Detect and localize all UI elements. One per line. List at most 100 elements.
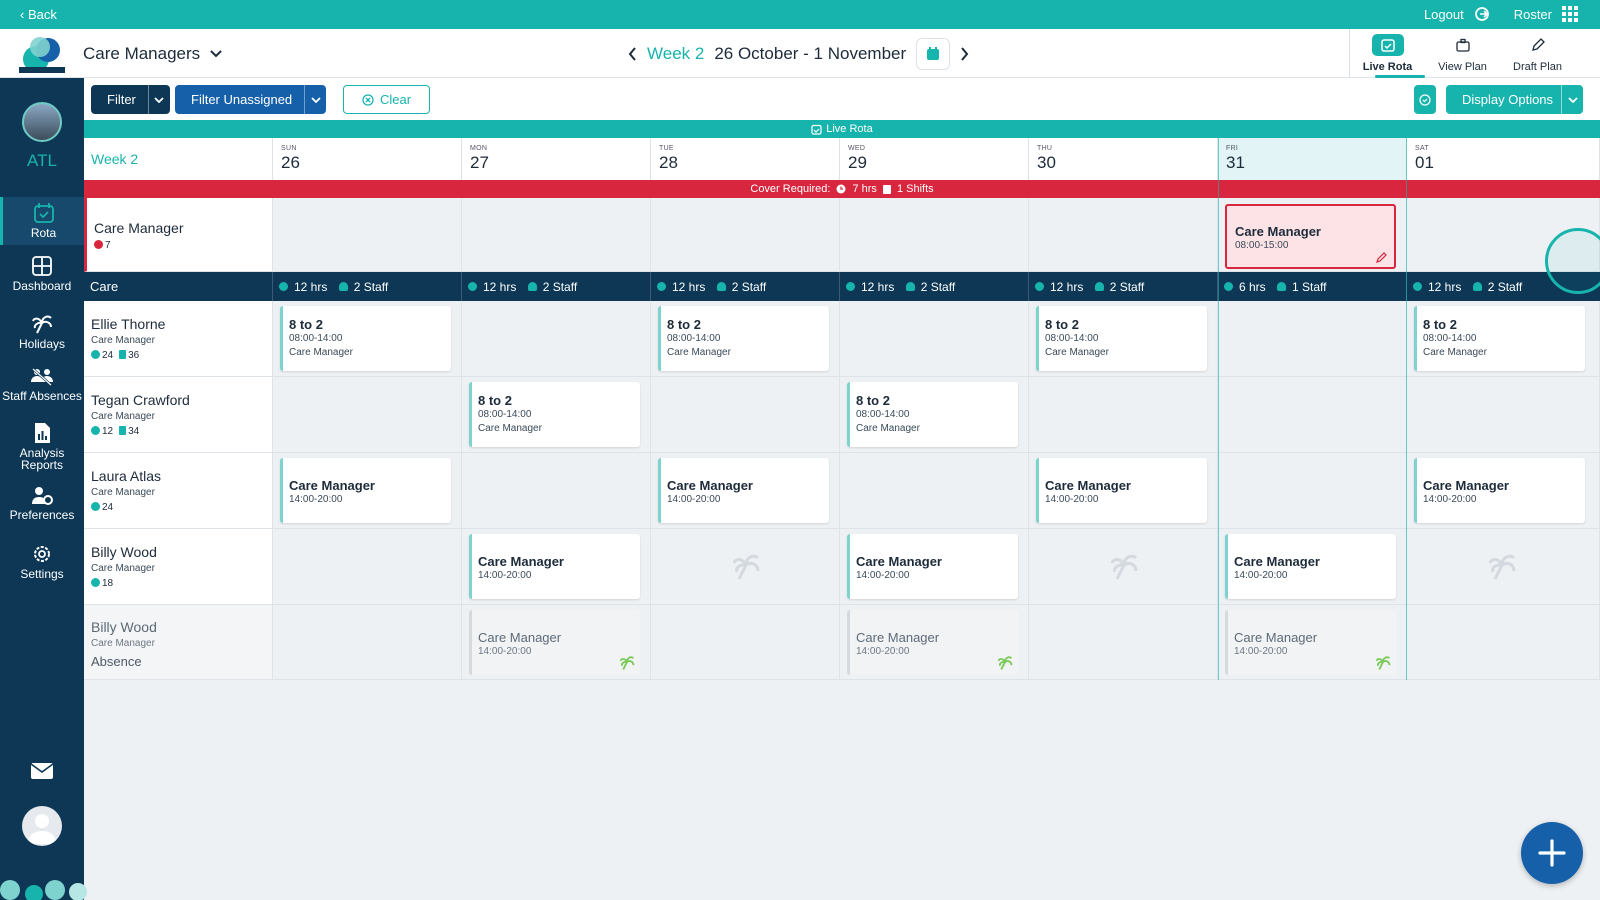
day-cell[interactable] bbox=[651, 377, 840, 453]
absence-card[interactable]: Care Manager 14:00-20:00 bbox=[847, 610, 1018, 675]
day-cell[interactable] bbox=[840, 301, 1029, 377]
sidebar-item-preferences[interactable]: Preferences bbox=[0, 486, 84, 521]
shift-card[interactable]: 8 to 2 08:00-14:00 Care Manager bbox=[658, 306, 829, 371]
filter-unassigned-button[interactable]: Filter Unassigned bbox=[175, 85, 327, 114]
day-cell[interactable] bbox=[651, 198, 840, 272]
day-cell[interactable]: 8 to 2 08:00-14:00 Care Manager bbox=[651, 301, 840, 377]
sidebar-item-rota[interactable]: Rota bbox=[0, 197, 84, 245]
day-cell[interactable]: Care Manager 14:00-20:00 bbox=[1218, 529, 1407, 605]
day-cell[interactable]: 8 to 2 08:00-14:00 Care Manager bbox=[840, 377, 1029, 453]
tab-draft-plan[interactable]: Draft Plan bbox=[1500, 29, 1575, 78]
tab-live-rota[interactable]: Live Rota bbox=[1350, 29, 1425, 78]
day-cell[interactable] bbox=[651, 605, 840, 680]
day-cell[interactable] bbox=[462, 198, 651, 272]
day-cell[interactable]: Care Manager 14:00-20:00 bbox=[1407, 453, 1600, 529]
day-cell[interactable]: Care Manager 14:00-20:00 bbox=[462, 529, 651, 605]
day-cell[interactable]: Care Manager 14:00-20:00 bbox=[840, 605, 1029, 680]
shift-card[interactable]: Care Manager 14:00-20:00 bbox=[658, 458, 829, 523]
day-cell[interactable]: 8 to 2 08:00-14:00 Care Manager bbox=[273, 301, 462, 377]
shift-card[interactable]: Care Manager 14:00-20:00 bbox=[847, 534, 1018, 599]
day-cell[interactable]: 8 to 2 08:00-14:00 Care Manager bbox=[462, 377, 651, 453]
clear-button[interactable]: Clear bbox=[343, 85, 430, 114]
shift-card[interactable]: Care Manager 14:00-20:00 bbox=[280, 458, 451, 523]
day-cell[interactable] bbox=[1407, 605, 1600, 680]
staff-name-cell[interactable]: Billy Wood Care Manager Absence bbox=[84, 605, 273, 680]
staff-name-cell[interactable]: Tegan Crawford Care Manager 12 34 bbox=[84, 377, 273, 453]
shift-card[interactable]: 8 to 2 08:00-14:00 Care Manager bbox=[847, 382, 1018, 447]
user-avatar[interactable] bbox=[22, 806, 62, 846]
day-cell[interactable] bbox=[1218, 301, 1407, 377]
staff-role: Care Manager bbox=[91, 563, 155, 574]
absence-card[interactable]: Care Manager 14:00-20:00 bbox=[469, 610, 640, 675]
staff-name-cell[interactable]: Billy Wood Care Manager 18 bbox=[84, 529, 273, 605]
shift-card[interactable]: 8 to 2 08:00-14:00 Care Manager bbox=[1414, 306, 1585, 371]
staff-stats: 18 bbox=[91, 578, 113, 589]
shift-card[interactable]: Care Manager 14:00-20:00 bbox=[1036, 458, 1207, 523]
sidebar-item-holidays[interactable]: Holidays bbox=[0, 313, 84, 350]
shift-card[interactable]: Care Manager 14:00-20:00 bbox=[1225, 534, 1396, 599]
day-cell[interactable] bbox=[1029, 529, 1218, 605]
day-cell[interactable]: Care Manager 14:00-20:00 bbox=[651, 453, 840, 529]
shift-card[interactable]: Care Manager 14:00-20:00 bbox=[469, 534, 640, 599]
day-cell[interactable]: Care Manager 08:00-15:00 bbox=[1218, 198, 1407, 272]
status-toggle-button[interactable] bbox=[1414, 85, 1436, 114]
back-link[interactable]: ‹ Back bbox=[20, 7, 57, 22]
calendar-button[interactable] bbox=[916, 38, 951, 70]
day-cell[interactable] bbox=[273, 529, 462, 605]
day-cell[interactable]: 8 to 2 08:00-14:00 Care Manager bbox=[1029, 301, 1218, 377]
mail-icon[interactable] bbox=[30, 762, 54, 780]
day-cell[interactable]: Care Manager 14:00-20:00 bbox=[462, 605, 651, 680]
logout-link[interactable]: Logout bbox=[1423, 6, 1464, 22]
sidebar-item-settings[interactable]: Settings bbox=[0, 543, 84, 580]
logout-icon[interactable] bbox=[1474, 6, 1490, 22]
org-avatar[interactable] bbox=[22, 102, 62, 142]
tab-view-plan[interactable]: View Plan bbox=[1425, 29, 1500, 78]
day-cell[interactable] bbox=[1218, 377, 1407, 453]
shift-card[interactable]: Care Manager 14:00-20:00 bbox=[1414, 458, 1585, 523]
staff-name-cell[interactable]: Ellie Thorne Care Manager 24 36 bbox=[84, 301, 273, 377]
add-shift-button[interactable] bbox=[1521, 822, 1583, 884]
day-cell[interactable]: Care Manager 14:00-20:00 bbox=[1218, 605, 1407, 680]
day-cell[interactable] bbox=[462, 453, 651, 529]
sidebar-item-analysis-reports[interactable]: Analysis Reports bbox=[0, 422, 84, 471]
roster-link[interactable]: Roster bbox=[1513, 6, 1552, 22]
day-cell[interactable] bbox=[1029, 198, 1218, 272]
day-cell[interactable] bbox=[273, 605, 462, 680]
day-cell[interactable] bbox=[273, 198, 462, 272]
chevron-left-icon[interactable] bbox=[628, 47, 637, 61]
day-cell[interactable]: 8 to 2 08:00-14:00 Care Manager bbox=[1407, 301, 1600, 377]
day-cell[interactable] bbox=[651, 529, 840, 605]
day-cell[interactable] bbox=[1407, 529, 1600, 605]
shift-card[interactable]: 8 to 2 08:00-14:00 Care Manager bbox=[280, 306, 451, 371]
sidebar-item-staff-absences[interactable]: Staff Absences bbox=[0, 367, 84, 402]
chevron-down-icon[interactable] bbox=[1561, 85, 1583, 114]
team-selector[interactable]: Care Managers bbox=[83, 44, 222, 64]
day-cell[interactable] bbox=[1407, 377, 1600, 453]
day-cell[interactable] bbox=[462, 301, 651, 377]
chevron-right-icon[interactable] bbox=[960, 47, 969, 61]
day-cell[interactable] bbox=[840, 453, 1029, 529]
shift-time: 14:00-20:00 bbox=[478, 570, 532, 581]
shift-card[interactable]: 8 to 2 08:00-14:00 Care Manager bbox=[1036, 306, 1207, 371]
day-cell[interactable]: Care Manager 14:00-20:00 bbox=[840, 529, 1029, 605]
day-cell[interactable]: Care Manager 14:00-20:00 bbox=[273, 453, 462, 529]
filter-button[interactable]: Filter bbox=[91, 85, 170, 114]
scroll-ring-indicator[interactable] bbox=[1545, 228, 1600, 294]
day-cell[interactable] bbox=[1029, 377, 1218, 453]
apps-grid-icon[interactable] bbox=[1562, 6, 1578, 22]
day-cell[interactable] bbox=[1218, 453, 1407, 529]
chevron-down-icon[interactable] bbox=[147, 85, 170, 114]
absence-card[interactable]: Care Manager 14:00-20:00 bbox=[1225, 610, 1396, 675]
open-shift-card[interactable]: Care Manager 08:00-15:00 bbox=[1225, 204, 1396, 269]
report-icon bbox=[35, 423, 50, 443]
day-cell[interactable]: Care Manager 14:00-20:00 bbox=[1029, 453, 1218, 529]
day-cell[interactable] bbox=[840, 198, 1029, 272]
sidebar-item-dashboard[interactable]: Dashboard bbox=[0, 255, 84, 292]
day-cell[interactable] bbox=[273, 377, 462, 453]
edit-icon[interactable] bbox=[1376, 251, 1388, 263]
chevron-down-icon[interactable] bbox=[304, 85, 326, 114]
day-cell[interactable] bbox=[1029, 605, 1218, 680]
display-options-button[interactable]: Display Options bbox=[1446, 85, 1584, 114]
staff-name-cell[interactable]: Laura Atlas Care Manager 24 bbox=[84, 453, 273, 529]
shift-card[interactable]: 8 to 2 08:00-14:00 Care Manager bbox=[469, 382, 640, 447]
